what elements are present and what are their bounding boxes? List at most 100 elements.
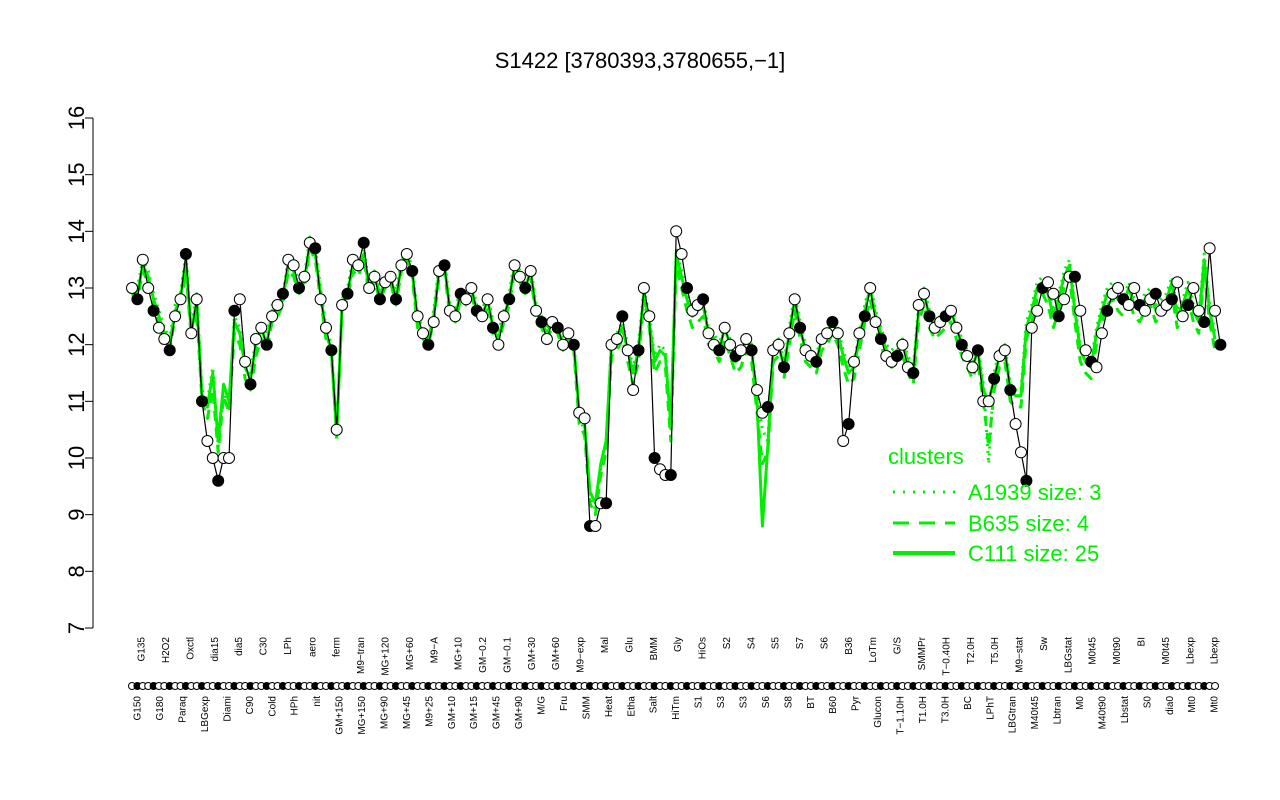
data-point (1112, 282, 1124, 294)
data-point (212, 474, 225, 487)
x-tick-label: Gly (673, 637, 684, 652)
x-tick-label: SMM (581, 696, 592, 719)
data-point (255, 321, 268, 334)
data-point (201, 435, 214, 447)
data-point (169, 310, 182, 323)
data-point (535, 316, 548, 328)
data-point (831, 327, 844, 340)
data-point (233, 293, 246, 306)
data-point (1068, 270, 1081, 283)
data-point (874, 333, 887, 345)
data-point (158, 333, 171, 345)
data-point (794, 321, 807, 334)
data-point (417, 327, 429, 340)
x-tick-label: B60 (828, 696, 839, 714)
data-point (664, 469, 677, 481)
data-point (1074, 304, 1087, 317)
data-point (907, 367, 920, 379)
data-point (524, 265, 537, 277)
data-point (1165, 293, 1178, 306)
data-point (896, 338, 909, 351)
data-point (314, 293, 327, 306)
data-point (373, 293, 386, 306)
x-tick-label: G180 (155, 696, 166, 721)
data-point (740, 333, 753, 345)
x-tick-label: GM+90 (514, 696, 525, 730)
data-point (260, 338, 273, 351)
data-point (810, 355, 823, 368)
x-tick-label: BT (806, 696, 817, 709)
x-tick-label: G135 (137, 637, 148, 662)
x-tick-label: Etha (626, 696, 637, 717)
data-point (966, 361, 979, 374)
data-point (223, 452, 235, 464)
x-tick-label: T2.0H (966, 637, 977, 664)
data-point (632, 344, 645, 357)
data-point (293, 282, 305, 294)
data-point (427, 316, 440, 328)
data-point (751, 384, 763, 396)
x-tick-label: S6 (761, 696, 772, 709)
data-point (1214, 338, 1227, 351)
y-tick-label: 10 (64, 446, 89, 470)
data-point (772, 338, 785, 351)
data-point (702, 327, 715, 340)
data-point (643, 310, 656, 323)
x-tick-label: M40t90 (1097, 696, 1108, 730)
legend-entry-a1939: A1939 size: 3 (968, 480, 1101, 505)
data-point (287, 259, 300, 272)
data-point (670, 225, 683, 238)
x-tick-label: G150 (133, 696, 144, 721)
data-point (955, 338, 968, 351)
data-point (239, 355, 252, 368)
data-point (460, 293, 473, 306)
y-tick-label: 12 (64, 332, 89, 356)
data-point (142, 282, 155, 294)
x-tick-label: aero (307, 637, 318, 657)
data-point (627, 384, 640, 396)
x-tick-label: GM−0.1 (502, 637, 513, 673)
data-point (600, 497, 613, 510)
data-point (196, 395, 208, 408)
x-tick-label: MG+90 (379, 696, 390, 730)
x-tick-label: Mt0 (1210, 696, 1221, 713)
chart-title: S1422 [3780393,3780655,−1] (495, 48, 786, 73)
data-point (1149, 287, 1162, 300)
data-point (152, 321, 165, 334)
data-point (1182, 299, 1195, 311)
x-tick-label: G/S (893, 637, 904, 655)
x-tick-label: M0 (1075, 696, 1086, 710)
x-tick-label: SMMPr (917, 636, 928, 670)
data-point (1047, 287, 1060, 300)
data-point (422, 338, 435, 351)
y-tick-label: 8 (64, 565, 89, 577)
points-layer (126, 225, 1227, 532)
data-point (848, 355, 860, 368)
data-point (406, 265, 419, 277)
data-point (266, 310, 279, 323)
x-tick-label: dia0 (1165, 696, 1176, 715)
x-tick-label: MG+120 (381, 637, 392, 676)
data-point (718, 321, 731, 334)
data-point (497, 310, 510, 323)
data-point (1198, 316, 1211, 328)
x-tick-label: GM+45 (492, 696, 503, 730)
data-point (1171, 276, 1184, 289)
legend-entry-b635: B635 size: 4 (968, 511, 1089, 536)
data-point (411, 310, 424, 323)
data-point (923, 310, 936, 323)
x-tick-label: dia5 (234, 637, 245, 656)
x-tick-label: S6 (819, 637, 830, 650)
data-point (276, 287, 289, 300)
data-point (530, 304, 543, 317)
data-point (918, 287, 930, 300)
x-tick-label: GM+30 (527, 637, 538, 671)
data-point (163, 344, 176, 357)
data-point (610, 333, 623, 345)
x-tick-label: Pyr (851, 695, 862, 711)
data-point (487, 321, 499, 334)
y-tick-label: 15 (64, 162, 89, 186)
x-tick-label: M9−stat (1015, 637, 1026, 673)
x-tick-label: Lbtran (1053, 696, 1064, 724)
